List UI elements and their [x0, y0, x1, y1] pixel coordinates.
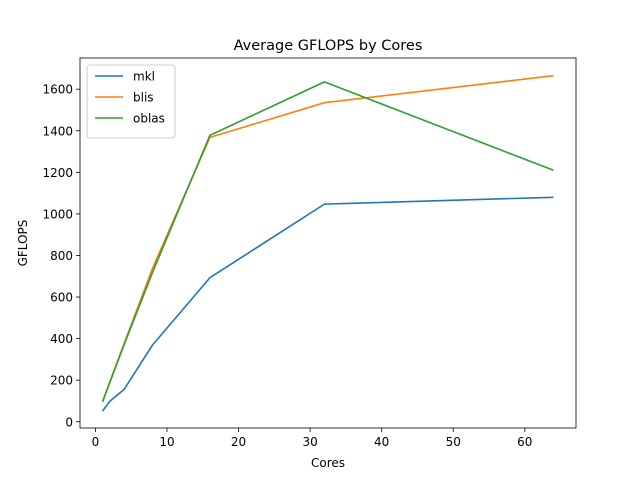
y-tick-label: 800 [50, 249, 73, 263]
x-tick-label: 60 [517, 435, 532, 449]
legend-label-mkl: mkl [133, 70, 155, 84]
x-tick-label: 0 [92, 435, 100, 449]
y-tick-label: 1000 [42, 207, 73, 221]
plot-frame [79, 57, 577, 429]
x-tick-label: 10 [159, 435, 174, 449]
legend-label-oblas: oblas [133, 112, 165, 126]
y-axis: 0 200 400 600 800 1000 1200 1400 1600 [42, 83, 80, 429]
y-tick-label: 1600 [42, 83, 73, 97]
plot-area [101, 74, 554, 412]
x-tick-label: 50 [446, 435, 461, 449]
y-axis-label: GFLOPS [16, 220, 30, 267]
y-tick-label: 400 [50, 332, 73, 346]
x-axis: 0 10 20 30 40 50 60 [92, 428, 532, 449]
legend: mkl blis oblas [86, 64, 176, 139]
y-tick-label: 0 [65, 415, 73, 429]
x-tick-label: 40 [374, 435, 389, 449]
legend-label-blis: blis [133, 91, 154, 105]
y-tick-label: 1400 [42, 124, 73, 138]
x-tick-label: 30 [302, 435, 317, 449]
y-tick-label: 1200 [42, 166, 73, 180]
series-line-mkl [101, 196, 554, 412]
y-tick-label: 200 [50, 374, 73, 388]
legend-box [86, 64, 176, 139]
x-tick-label: 20 [231, 435, 246, 449]
x-axis-label: Cores [311, 456, 345, 470]
series-line-oblas [101, 81, 554, 402]
y-tick-label: 600 [50, 291, 73, 305]
chart-title: Average GFLOPS by Cores [234, 38, 423, 54]
